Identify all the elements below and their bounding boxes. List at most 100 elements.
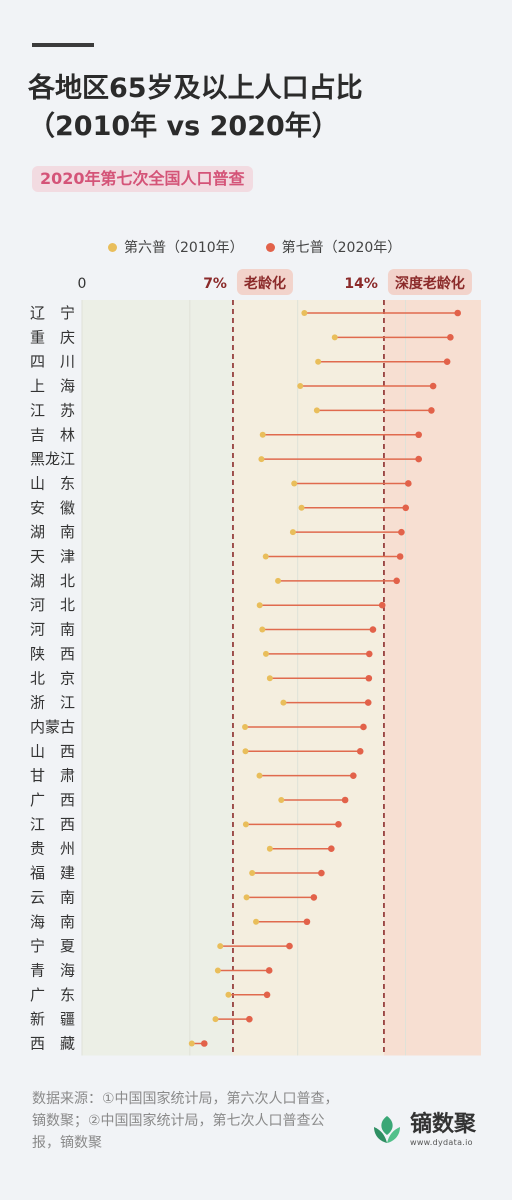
point-2010	[242, 821, 249, 828]
point-2010	[259, 431, 266, 438]
point-2020	[246, 1015, 253, 1023]
point-2020	[378, 601, 386, 609]
point-2010	[256, 602, 263, 609]
point-2010	[258, 456, 265, 463]
region-label: 湖 南	[30, 523, 75, 541]
logo-name: 镝数聚	[410, 1112, 477, 1137]
region-label: 云 南	[30, 888, 75, 906]
point-2020	[318, 869, 325, 877]
region-label: 西 藏	[30, 1035, 75, 1053]
point-2020	[396, 553, 404, 560]
region-label: 河 北	[30, 596, 75, 614]
region-label: 江 西	[30, 815, 75, 833]
region-label: 广 东	[30, 986, 75, 1004]
region-label: 广 西	[30, 791, 75, 809]
threshold-tag-1: 老龄化	[244, 275, 286, 292]
region-label: 吉 林	[30, 426, 75, 444]
region-label: 内蒙古	[30, 718, 75, 736]
region-label: 甘 肃	[30, 767, 75, 785]
point-2010	[298, 504, 305, 511]
point-2020	[265, 967, 273, 974]
region-label: 安 徽	[30, 499, 75, 517]
point-2010	[214, 967, 221, 974]
point-2010	[315, 358, 322, 365]
point-2010	[301, 310, 308, 316]
point-2020	[328, 845, 335, 852]
band-young	[82, 300, 233, 1056]
threshold-label-2: 14%	[344, 276, 378, 292]
point-2020	[310, 894, 318, 901]
point-2020	[341, 796, 349, 804]
point-2020	[365, 650, 373, 658]
point-2020	[200, 1040, 208, 1047]
legend-dot-2010	[108, 242, 117, 252]
point-2010	[291, 480, 298, 487]
point-2010	[262, 650, 269, 657]
point-2010	[266, 675, 273, 682]
region-label: 浙 江	[30, 694, 75, 712]
point-2010	[217, 943, 224, 950]
region-label: 湖 北	[30, 572, 75, 590]
point-2010	[243, 894, 250, 901]
point-2020	[405, 480, 412, 487]
title-accent-bar	[32, 43, 94, 47]
region-label: 山 东	[30, 474, 75, 492]
legend-item-2010: 第六普（2010年）	[108, 237, 244, 257]
point-2010	[297, 383, 304, 390]
point-2020	[365, 674, 373, 682]
point-2020	[415, 455, 422, 463]
point-2020	[286, 942, 293, 950]
threshold-tag-bg-2	[387, 269, 472, 295]
point-2020	[447, 334, 454, 341]
chart-title-line-1: 各地区65岁及以上人口占比	[28, 73, 363, 104]
point-2020	[428, 407, 435, 414]
region-label: 北 京	[30, 669, 75, 687]
point-2020	[443, 358, 451, 365]
logo-url: www.dydata.io	[410, 1138, 473, 1147]
point-2020	[263, 991, 271, 999]
point-2020	[393, 577, 400, 585]
legend: 第六普（2010年） 第七普（2020年）	[108, 237, 401, 257]
point-2020	[454, 309, 462, 317]
point-2010	[242, 748, 249, 755]
threshold-label-1: 7%	[203, 276, 227, 292]
point-2010	[259, 626, 266, 633]
region-label: 宁 夏	[30, 937, 75, 955]
point-2020	[350, 772, 357, 779]
threshold-tag-2: 深度老龄化	[395, 275, 465, 292]
point-2020	[303, 918, 311, 926]
region-label: 青 海	[30, 961, 75, 979]
region-label: 山 西	[30, 742, 75, 760]
region-label: 新 疆	[30, 1010, 75, 1028]
point-2010	[256, 772, 263, 779]
point-2020	[398, 528, 405, 536]
point-2010	[278, 797, 285, 803]
region-label: 辽 宁	[30, 304, 75, 322]
point-2010	[331, 334, 338, 341]
region-label: 上 海	[30, 377, 75, 395]
region-label: 四 川	[30, 353, 75, 371]
point-2010	[225, 991, 232, 998]
point-2020	[360, 723, 367, 731]
legend-dot-2020	[265, 242, 275, 252]
region-label: 陕 西	[30, 645, 75, 663]
data-source: 数据来源：①中国国家统计局，第六次人口普查，镝数聚；②中国国家统计局，第七次人口…	[32, 1091, 339, 1151]
point-2010	[266, 845, 273, 852]
region-label: 黑龙江	[30, 450, 75, 468]
point-2020	[415, 431, 422, 439]
chart-title-line-2: （2010年 vs 2020年）	[28, 111, 339, 142]
legend-item-2020: 第七普（2020年）	[265, 237, 402, 257]
legend-label-2020: 第七普（2020年）	[281, 240, 402, 256]
subtitle: 2020年第七次全国人口普查	[40, 169, 245, 188]
band-deep-aging	[383, 300, 481, 1056]
point-2020	[402, 504, 410, 512]
point-2020	[429, 382, 437, 390]
x-tick-label-0: 0	[78, 276, 87, 292]
brand-logo: 镝数聚 www.dydata.io	[370, 1112, 476, 1148]
region-label: 海 南	[30, 913, 75, 931]
chart-title: 各地区65岁及以上人口占比 （2010年 vs 2020年）	[28, 70, 363, 146]
threshold-tag-bg-1	[236, 269, 293, 295]
point-2010	[253, 918, 260, 925]
point-2010	[242, 723, 249, 730]
